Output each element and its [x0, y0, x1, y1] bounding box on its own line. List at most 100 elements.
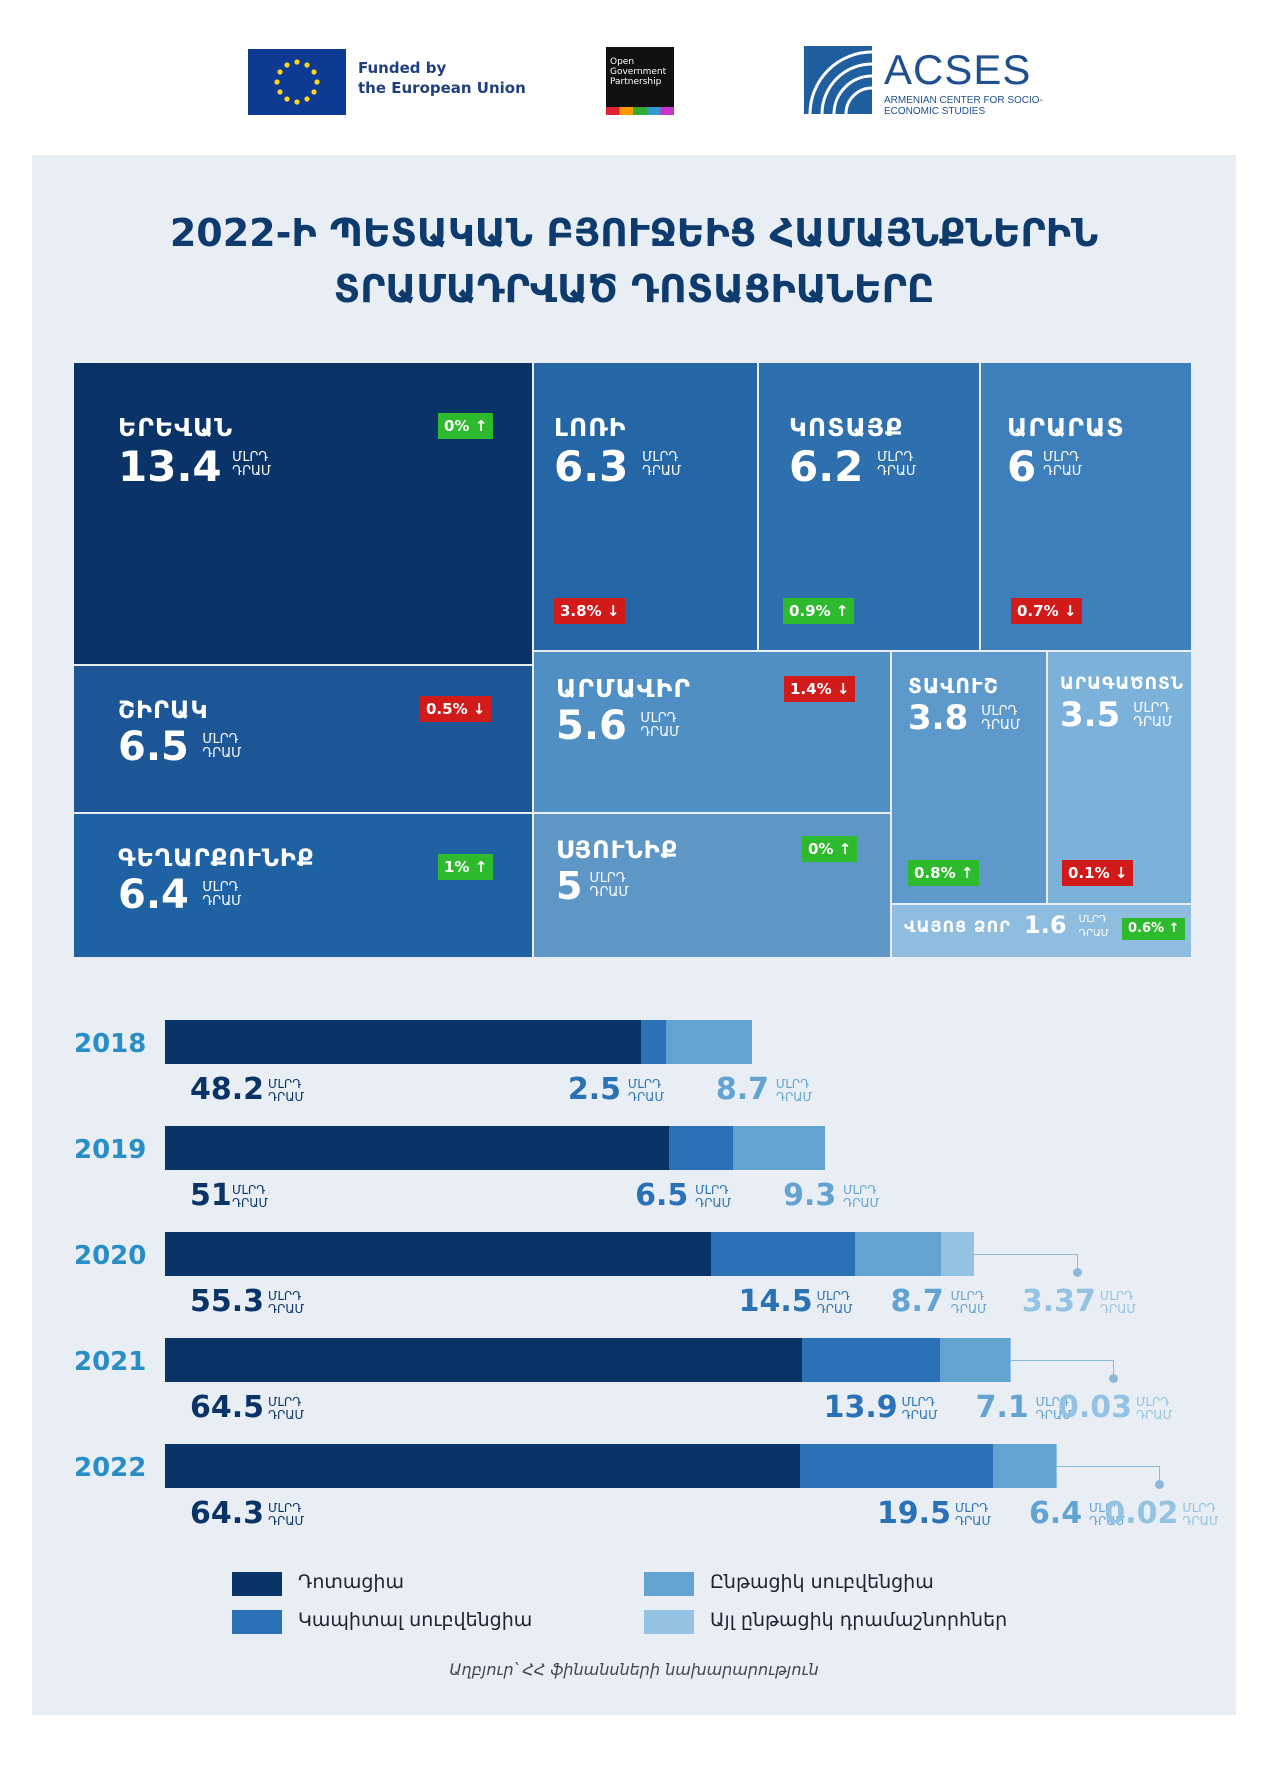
legend-label: Այլ ընթացիկ դրամաշնորհներ: [710, 1609, 1008, 1631]
change-badge: 0.7% ↓: [1011, 598, 1083, 624]
bar-segment: [940, 1232, 974, 1276]
treemap-tile: ԼՈՌԻ 6.3 ՄԼՐԴ ԴՐԱՄ 3.8% ↓: [534, 363, 757, 650]
tile-value: 5: [556, 864, 583, 908]
unit-line-2: ԴՐԱՄ: [627, 1090, 664, 1104]
acses-name: ACSES: [884, 46, 1032, 93]
bar-unit-label: ՄԼՐԴ ԴՐԱՄ: [955, 1502, 991, 1528]
bar-unit-label: ՄԼՐԴ ԴՐԱՄ: [628, 1078, 664, 1104]
eu-line-1: Funded by: [358, 59, 447, 77]
change-badge: 1.4% ↓: [784, 676, 856, 702]
change-badge: 0% ↑: [438, 413, 494, 439]
bar-unit-label: ՄԼՐԴ ԴՐԱՄ: [268, 1078, 304, 1104]
bar-segment: [665, 1020, 752, 1064]
bar-value-label: 8.7: [890, 1284, 944, 1319]
tile-value: 6.3: [554, 442, 629, 491]
unit-line-2: ԴՐԱՄ: [232, 1196, 269, 1210]
tile-name: ՍՅՈՒՆԻՔ: [556, 836, 679, 864]
bar-segment: [800, 1444, 993, 1488]
year-label: 2018: [74, 1029, 147, 1059]
unit-line-1: ՄԼՐԴ: [202, 879, 239, 895]
tile-unit: ՄԼՐԴ ԴՐԱՄ: [640, 711, 679, 740]
unit-line-2: ԴՐԱՄ: [268, 1514, 305, 1528]
unit-line-1: ՄԼՐԴ: [1043, 450, 1080, 466]
tile-name: ՇԻՐԱԿ: [118, 696, 209, 724]
source-note: Աղբյուր՝ ՀՀ ֆինանսների նախարարություն: [449, 1660, 819, 1679]
bar-value-label: 55.3: [190, 1284, 265, 1319]
unit-line-2: ԴՐԱՄ: [202, 893, 242, 909]
treemap-tile: ՎԱՅՈՑ ՁՈՐ 1.6 ՄԼՐԴ ԴՐԱՄ 0.6% ↑: [892, 905, 1191, 957]
acses-logo-icon: [804, 46, 873, 115]
leader-line: [973, 1254, 1077, 1255]
ogp-logo: Open Government Partnership: [606, 47, 674, 115]
unit-line-1: ՄԼՐԴ: [1099, 1289, 1134, 1303]
leader-line: [1010, 1360, 1114, 1361]
treemap-tile: ՍՅՈՒՆԻՔ 5 ՄԼՐԴ ԴՐԱՄ 0% ↑: [534, 814, 890, 957]
unit-line-2: ԴՐԱՄ: [877, 464, 917, 480]
bar-unit-label: ՄԼՐԴ ԴՐԱՄ: [1089, 1502, 1125, 1528]
leader-line-drop: [1159, 1466, 1161, 1482]
change-badge: 0.5% ↓: [420, 696, 492, 722]
bar-unit-label: ՄԼՐԴ ԴՐԱՄ: [902, 1396, 938, 1422]
unit-line-1: ՄԼՐԴ: [1035, 1395, 1069, 1409]
bar-value-label: 14.5: [738, 1284, 813, 1319]
tile-unit: ՄԼՐԴ ԴՐԱՄ: [202, 879, 242, 909]
bar-segment: [165, 1338, 803, 1382]
treemap-tile: ՇԻՐԱԿ 6.5 ՄԼՐԴ ԴՐԱՄ 0.5% ↓: [74, 666, 532, 812]
leader-line-drop: [1076, 1254, 1078, 1270]
tile-unit: ՄԼՐԴ ԴՐԱՄ: [981, 705, 1020, 733]
tile-name: ԱՐԱԳԱԾՈՏՆ: [1060, 674, 1184, 694]
unit-line-1: ՄԼՐԴ: [695, 1183, 729, 1197]
unit-line-1: ՄԼՐԴ: [843, 1183, 877, 1197]
bar-unit-label: ՄԼՐԴ ԴՐԱՄ: [232, 1184, 268, 1210]
unit-line-2: ԴՐԱՄ: [268, 1090, 305, 1104]
unit-line-2: ԴՐԱՄ: [1035, 1408, 1072, 1422]
bar-value-label: 0.02: [1104, 1496, 1179, 1531]
bar-value-label: 2.5: [567, 1072, 622, 1107]
unit-line-2: ԴՐԱՄ: [1133, 715, 1173, 731]
unit-line-2: ԴՐԱՄ: [1043, 464, 1083, 480]
unit-line-2: ԴՐԱՄ: [232, 464, 272, 480]
bar-segment: [641, 1020, 666, 1064]
bar-unit-label: ՄԼՐԴ ԴՐԱՄ: [951, 1290, 987, 1316]
bar-segment: [733, 1126, 825, 1170]
unit-line-2: ԴՐԱՄ: [901, 1408, 938, 1422]
unit-line-1: ՄԼՐԴ: [589, 871, 626, 887]
eu-line-2: the European Union: [358, 79, 526, 97]
tile-value: 6: [1007, 442, 1037, 491]
tile-unit: ՄԼՐԴ ԴՐԱՄ: [1079, 913, 1109, 941]
tile-value: 1.6: [1024, 911, 1067, 939]
bar-value-label: 13.9: [823, 1390, 898, 1425]
tile-value: 5.6: [556, 703, 627, 749]
unit-line-2: ԴՐԱՄ: [1078, 928, 1109, 939]
change-badge: 3.8% ↓: [554, 598, 626, 624]
treemap-tile: ՏԱՎՈՒՇ 3.8 ՄԼՐԴ ԴՐԱՄ 0.8% ↑: [892, 652, 1046, 903]
leader-line-drop: [1113, 1360, 1115, 1376]
bar-unit-label: ՄԼՐԴ ԴՐԱՄ: [268, 1290, 304, 1316]
unit-line-1: ՄԼՐԴ: [1088, 1501, 1123, 1515]
bar-value-label: 3.37: [1021, 1284, 1096, 1319]
bar-value-label: 6.4: [1028, 1496, 1083, 1531]
bar-value-label: 64.3: [190, 1496, 265, 1531]
title-line-2: ՏՐԱՄԱԴՐՎԱԾ ԴՈՏԱՑԻԱՆԵՐԸ: [333, 267, 935, 311]
bar-segment: [802, 1338, 940, 1382]
change-badge: 0% ↑: [802, 836, 858, 862]
bar-unit-label: ՄԼՐԴ ԴՐԱՄ: [1036, 1396, 1072, 1422]
bar-unit-label: ՄԼՐԴ ԴՐԱՄ: [1100, 1290, 1136, 1316]
year-label: 2019: [74, 1135, 147, 1165]
ogp-text: Open Government Partnership: [610, 57, 667, 87]
bar-segment: [165, 1020, 642, 1064]
leader-dot: [1109, 1374, 1119, 1383]
tile-value: 3.5: [1060, 695, 1121, 735]
unit-line-1: ՄԼՐԴ: [877, 450, 914, 466]
bar-segment: [165, 1126, 669, 1170]
legend-label: Կապիտալ սուբվենցիա: [298, 1609, 533, 1631]
unit-line-1: ՄԼՐԴ: [202, 731, 239, 747]
unit-line-2: ԴՐԱՄ: [268, 1302, 305, 1316]
unit-line-2: ԴՐԱՄ: [775, 1090, 812, 1104]
treemap-tile: ԵՐԵՎԱՆ 13.4 ՄԼՐԴ ԴՐԱՄ 0% ↑: [74, 363, 532, 664]
unit-line-1: ՄԼՐԴ: [1078, 914, 1107, 925]
bar-value-label: 48.2: [190, 1072, 265, 1107]
unit-line-2: ԴՐԱՄ: [981, 718, 1021, 734]
year-label: 2020: [74, 1241, 147, 1271]
treemap-tile: ԱՐՄԱՎԻՐ 5.6 ՄԼՐԴ ԴՐԱՄ 1.4% ↓: [534, 652, 890, 812]
